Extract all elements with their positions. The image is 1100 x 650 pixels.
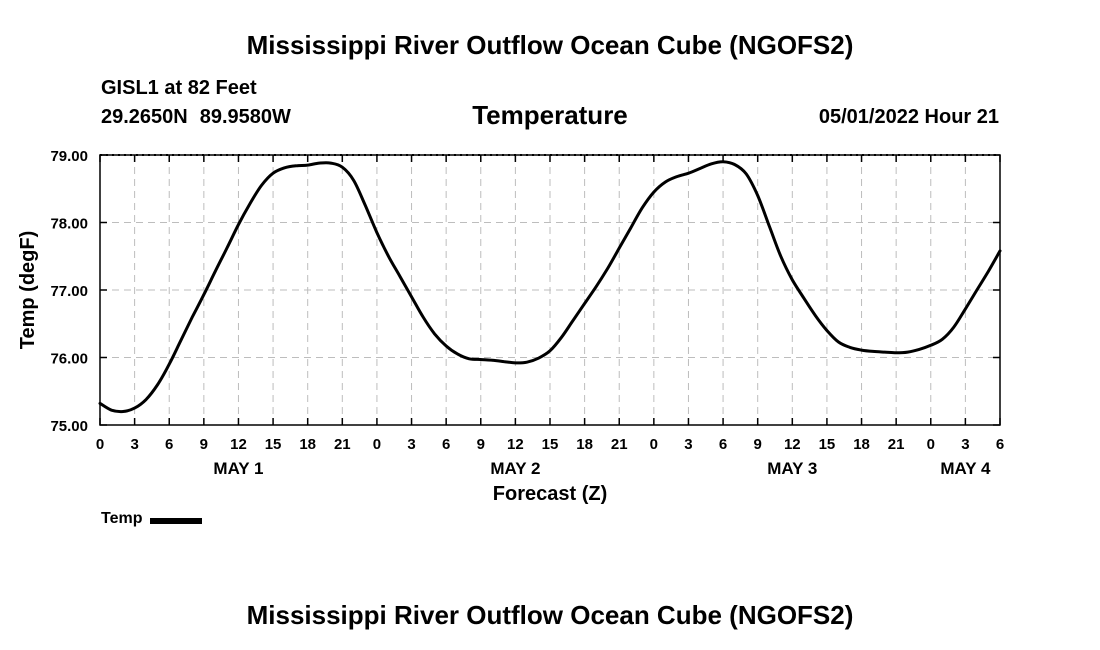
station-label: GISL1 at 82 Feet (101, 77, 257, 99)
x-tick-label: 6 (719, 436, 727, 453)
grid (100, 155, 1000, 425)
footer-title: Mississippi River Outflow Ocean Cube (NG… (246, 600, 854, 630)
x-tick-label: 9 (477, 436, 485, 453)
y-tick-label: 75.00 (50, 418, 88, 435)
day-label: MAY 1 (213, 459, 263, 478)
x-tick-label: 3 (130, 436, 138, 453)
x-tick-label: 12 (784, 436, 801, 453)
x-tick-label: 18 (299, 436, 316, 453)
y-tick-label: 76.00 (50, 351, 88, 368)
parameter-title: Temperature (472, 100, 628, 130)
x-tick-label: 18 (576, 436, 593, 453)
x-tick-label: 0 (927, 436, 935, 453)
y-tick-label: 79.00 (50, 148, 88, 165)
x-tick-label: 15 (819, 436, 836, 453)
day-label: MAY 4 (940, 459, 991, 478)
legend: Temp (101, 510, 203, 528)
x-tick-label: 6 (996, 436, 1004, 453)
x-tick-label: 0 (373, 436, 381, 453)
y-axis-title: Temp (degF) (17, 231, 39, 350)
chart-title: Mississippi River Outflow Ocean Cube (NG… (246, 30, 854, 60)
longitude-label: 89.9580W (199, 106, 291, 128)
x-tick-label: 15 (265, 436, 282, 453)
x-tick-label: 12 (507, 436, 524, 453)
x-tick-label: 21 (888, 436, 905, 453)
legend-label: Temp (101, 510, 143, 527)
x-tick-label: 18 (853, 436, 870, 453)
x-tick-label: 21 (611, 436, 628, 453)
x-tick-label: 0 (96, 436, 104, 453)
y-tick-label: 77.00 (50, 283, 88, 300)
day-label: MAY 3 (767, 459, 817, 478)
legend-line-swatch (150, 517, 203, 524)
forecast-datetime: 05/01/2022 Hour 21 (818, 106, 999, 128)
x-tick-label: 6 (165, 436, 173, 453)
axis-ticks (99, 154, 1001, 426)
x-tick-label: 3 (684, 436, 692, 453)
temp-series-line (98, 160, 1002, 414)
x-tick-label: 3 (961, 436, 969, 453)
x-tick-label: 6 (442, 436, 450, 453)
day-label: MAY 2 (490, 459, 540, 478)
axis-labels: 0 3 6 9 12 15 18 21 0 3 6 9 12 15 18 21 0 3 6 9 12 15 18 21 0 3 6 7… (50, 148, 1004, 478)
x-axis-title: Forecast (Z) (493, 483, 607, 505)
x-tick-label: 3 (407, 436, 415, 453)
x-tick-label: 21 (334, 436, 351, 453)
x-tick-label: 12 (230, 436, 247, 453)
x-tick-label: 9 (200, 436, 208, 453)
x-tick-label: 15 (542, 436, 559, 453)
y-tick-label: 78.00 (50, 216, 88, 233)
x-tick-label: 9 (754, 436, 762, 453)
latitude-label: 29.2650N (101, 106, 188, 128)
x-tick-label: 0 (650, 436, 658, 453)
station-coordinates: 29.2650N 89.9580W (101, 106, 291, 129)
